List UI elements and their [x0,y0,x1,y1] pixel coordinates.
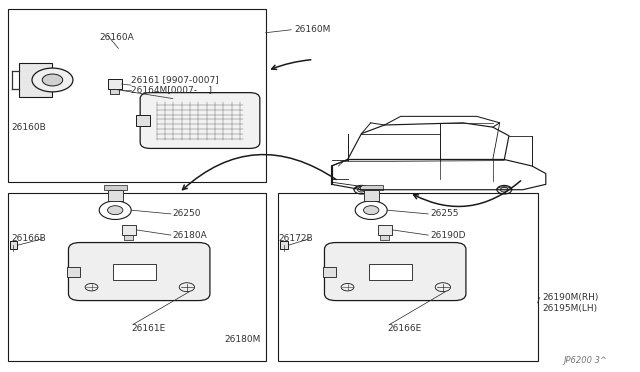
FancyBboxPatch shape [67,267,80,277]
Text: 26190M(RH): 26190M(RH) [543,293,599,302]
FancyBboxPatch shape [108,190,123,201]
Text: 26180A: 26180A [173,231,207,240]
Text: 26190D: 26190D [430,231,465,240]
FancyBboxPatch shape [68,243,210,301]
Text: 26172B: 26172B [278,234,313,243]
Circle shape [354,185,369,194]
Text: 26164M[0007-    ]: 26164M[0007- ] [131,86,212,94]
Text: 26166B: 26166B [12,234,46,243]
FancyBboxPatch shape [104,185,127,190]
Circle shape [358,187,365,192]
FancyBboxPatch shape [19,63,52,97]
Circle shape [42,74,63,86]
Circle shape [108,206,123,215]
Text: 26195M(LH): 26195M(LH) [543,304,598,312]
FancyBboxPatch shape [360,185,383,190]
Text: 26160B: 26160B [12,123,46,132]
Text: JP6200 3^: JP6200 3^ [563,356,607,365]
Circle shape [497,185,512,194]
FancyBboxPatch shape [10,241,17,249]
FancyBboxPatch shape [324,243,466,301]
FancyBboxPatch shape [280,241,288,249]
Bar [8,9,266,182]
Text: 26166E: 26166E [388,324,422,333]
FancyBboxPatch shape [140,93,260,148]
FancyBboxPatch shape [136,115,150,126]
FancyBboxPatch shape [380,235,389,240]
FancyBboxPatch shape [364,190,379,201]
FancyBboxPatch shape [110,89,119,94]
Bar [8,193,266,361]
FancyBboxPatch shape [369,263,412,280]
FancyBboxPatch shape [378,225,392,235]
Text: 26180M: 26180M [224,335,260,344]
FancyBboxPatch shape [323,267,336,277]
Text: 26160A: 26160A [99,33,134,42]
Circle shape [500,187,508,192]
Text: 26160M: 26160M [294,25,331,34]
FancyBboxPatch shape [108,79,122,89]
Text: 26161 [9907-0007]: 26161 [9907-0007] [131,76,219,84]
FancyBboxPatch shape [124,235,133,240]
Text: 26161E: 26161E [131,324,166,333]
Circle shape [364,206,379,215]
FancyBboxPatch shape [113,263,156,280]
FancyBboxPatch shape [122,225,136,235]
Text: 26255: 26255 [430,209,459,218]
Bar [278,193,538,361]
Circle shape [32,68,73,92]
Text: 26250: 26250 [173,209,202,218]
